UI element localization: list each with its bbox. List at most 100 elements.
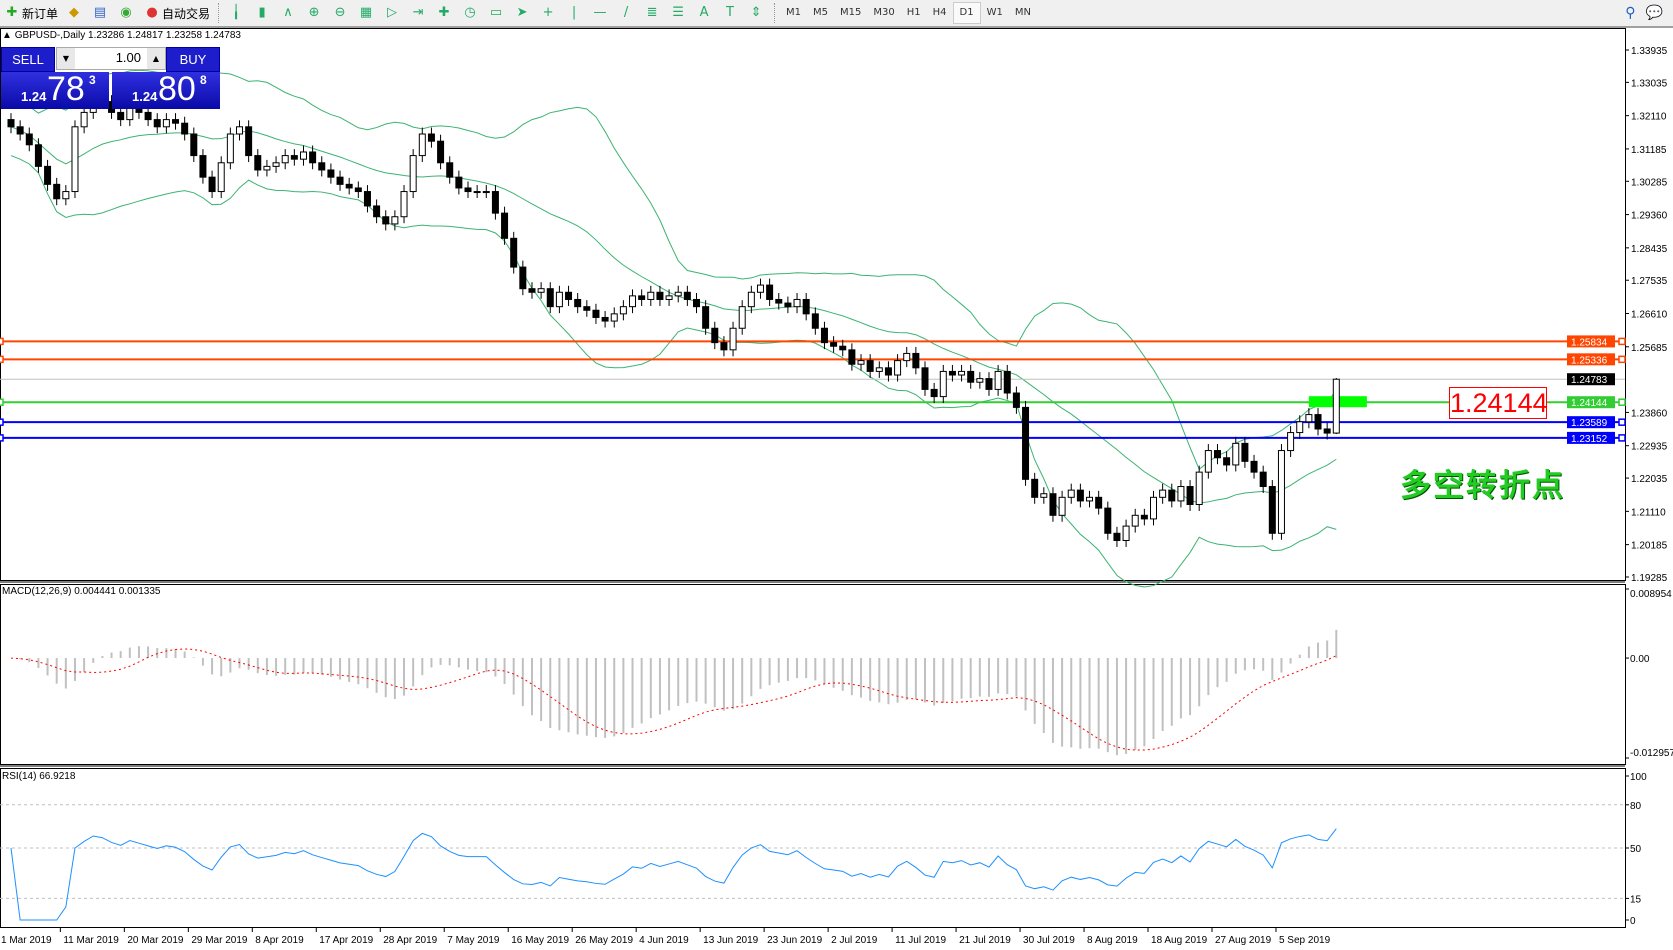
candle-bear bbox=[53, 183, 61, 200]
macd-label: MACD(12,26,9) 0.004441 0.001335 bbox=[2, 586, 161, 597]
fibonacci-button[interactable]: ≣ bbox=[640, 2, 666, 24]
trendline-button[interactable]: / bbox=[614, 2, 640, 24]
lots-input[interactable]: 1.00 bbox=[115, 50, 141, 65]
chat-icon[interactable]: 💬 bbox=[1645, 5, 1663, 21]
timeframe-mn[interactable]: MN bbox=[1014, 7, 1031, 18]
crosshair-button[interactable]: + bbox=[536, 2, 562, 24]
candle-bear bbox=[638, 295, 646, 300]
candle-bear bbox=[866, 360, 874, 372]
candle-bear bbox=[44, 165, 52, 185]
text-icon: A bbox=[699, 5, 709, 20]
arrows-button[interactable]: ⇕ bbox=[744, 2, 770, 24]
candle-bull bbox=[1150, 496, 1157, 520]
candle-bull bbox=[1177, 486, 1185, 502]
candle-bull bbox=[281, 155, 289, 164]
vertical-line-button[interactable]: | bbox=[562, 2, 588, 24]
timeframe-m15[interactable]: M15 bbox=[840, 7, 862, 18]
new-order-button[interactable]: ✚ 新订单 bbox=[0, 2, 62, 24]
bollinger-upper bbox=[10, 69, 1337, 471]
candle-bull bbox=[1040, 493, 1048, 498]
auto-scroll-button[interactable]: ▷ bbox=[380, 2, 406, 24]
navigator-button[interactable]: ▤ bbox=[88, 2, 114, 24]
sell-price-prefix: 1.24 bbox=[21, 89, 47, 104]
timeframe-h1[interactable]: H1 bbox=[906, 7, 921, 18]
price-tick-label: 1.33935 bbox=[1631, 46, 1668, 57]
timeframe-m30[interactable]: M30 bbox=[873, 7, 895, 18]
price-tick-label: 1.26610 bbox=[1631, 310, 1668, 321]
candlestick-button[interactable]: ▮ bbox=[250, 2, 276, 24]
candle-bull bbox=[391, 216, 399, 225]
periods-button[interactable]: ◷ bbox=[458, 2, 484, 24]
market-watch-button[interactable]: ◆ bbox=[62, 2, 88, 24]
auto-trading-button[interactable]: ● 自动交易 bbox=[140, 2, 214, 24]
hline-handle bbox=[0, 418, 4, 426]
candle-bear bbox=[318, 162, 326, 171]
text-label-button[interactable]: T bbox=[718, 2, 744, 24]
candle-bear bbox=[1031, 478, 1039, 498]
macd-tick-label: -0.012957 bbox=[1630, 748, 1673, 759]
timeframe-m1[interactable]: M1 bbox=[786, 7, 802, 18]
buy-price[interactable]: 1.24 80 8 bbox=[112, 70, 220, 109]
macd-signal-line bbox=[10, 648, 1337, 751]
timeframe-d1[interactable]: D1 bbox=[952, 2, 981, 24]
line-chart-button[interactable]: ∧ bbox=[276, 2, 302, 24]
timeframe-m5[interactable]: M5 bbox=[813, 7, 829, 18]
buy-button[interactable]: BUY bbox=[166, 47, 220, 72]
candle-bull bbox=[629, 295, 637, 308]
hline-price-box bbox=[1567, 353, 1615, 366]
candle-bear bbox=[784, 302, 792, 308]
candle-bear bbox=[1095, 496, 1103, 509]
search-icon[interactable]: ⚲ bbox=[1625, 5, 1636, 21]
candle-bear bbox=[363, 191, 371, 207]
tile-windows-button[interactable]: ▦ bbox=[354, 2, 380, 24]
text-button[interactable]: A bbox=[692, 2, 718, 24]
date-tick-label: 11 Mar 2019 bbox=[63, 935, 119, 946]
lots-increase-button[interactable]: ▲ bbox=[147, 48, 165, 69]
pivot-price-label[interactable]: 1.24144 bbox=[1449, 387, 1548, 419]
macd-tick-label: 0.00 bbox=[1630, 654, 1650, 665]
zoom-out-button[interactable]: ⊖ bbox=[328, 2, 354, 24]
candle-bear bbox=[656, 291, 664, 300]
rsi-tick-label: 80 bbox=[1630, 801, 1642, 812]
candle-bear bbox=[546, 288, 554, 308]
lots-stepper[interactable]: ▼ 1.00 ▲ bbox=[56, 47, 166, 70]
candle-bear bbox=[1168, 489, 1176, 502]
cursor-button[interactable]: ➤ bbox=[510, 2, 536, 24]
candle-bull bbox=[756, 284, 764, 293]
date-tick-label: 5 Sep 2019 bbox=[1279, 935, 1331, 946]
rsi-line bbox=[10, 828, 1337, 921]
candle-bear bbox=[1268, 486, 1276, 534]
sell-price[interactable]: 1.24 78 3 bbox=[1, 70, 109, 109]
timeframe-h4[interactable]: H4 bbox=[932, 7, 947, 18]
horizontal-line-button[interactable]: — bbox=[588, 2, 614, 24]
candle-bull bbox=[939, 370, 947, 398]
zoom-in-button[interactable]: ⊕ bbox=[302, 2, 328, 24]
crosshair-icon: + bbox=[542, 5, 554, 20]
candle-bear bbox=[16, 126, 24, 135]
tools-group: ╽ ▮ ∧ ⊕ ⊖ ▦ ▷ ⇥ ✚ ◷ ▭ ➤ + | — / ≣ ☰ A T ⇕ bbox=[224, 2, 770, 24]
candle-bear bbox=[930, 388, 938, 398]
candle-bull bbox=[473, 191, 481, 194]
candle-bear bbox=[446, 162, 454, 178]
toolbar-right: ⚲ 💬 bbox=[1625, 5, 1673, 21]
lots-decrease-button[interactable]: ▼ bbox=[57, 48, 75, 69]
candle-bear bbox=[25, 133, 33, 146]
fibo-fan-button[interactable]: ☰ bbox=[666, 2, 692, 24]
signals-button[interactable]: ◉ bbox=[114, 2, 140, 24]
hline-handle bbox=[0, 434, 4, 442]
candle-bull bbox=[1305, 414, 1313, 423]
bar-chart-button[interactable]: ╽ bbox=[224, 2, 250, 24]
templates-button[interactable]: ▭ bbox=[484, 2, 510, 24]
chart-shift-button[interactable]: ⇥ bbox=[406, 2, 432, 24]
sell-button[interactable]: SELL bbox=[1, 47, 55, 72]
navigator-icon: ▤ bbox=[93, 5, 107, 20]
auto-scroll-icon: ▷ bbox=[387, 5, 398, 20]
date-tick-label: 8 Apr 2019 bbox=[255, 935, 304, 946]
indicators-button[interactable]: ✚ bbox=[432, 2, 458, 24]
buy-price-prefix: 1.24 bbox=[132, 89, 158, 104]
candle-bear bbox=[802, 298, 810, 315]
pivot-annotation-text[interactable]: 多空转折点 bbox=[1400, 468, 1565, 504]
candle-bear bbox=[693, 298, 700, 308]
timeframe-w1[interactable]: W1 bbox=[986, 7, 1003, 18]
